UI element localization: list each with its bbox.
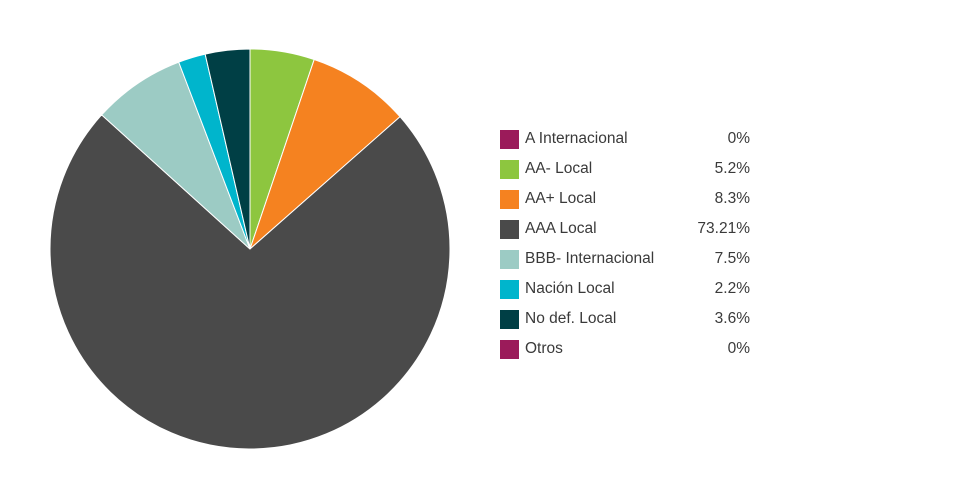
legend-swatch xyxy=(500,220,519,239)
legend-swatch xyxy=(500,310,519,329)
legend-value: 8.3% xyxy=(714,190,750,207)
legend-item-bbb-minus-internacional: BBB- Internacional 7.5% xyxy=(500,249,752,279)
pie-slice-no-def-local xyxy=(204,48,251,250)
legend-item-a-internacional: A Internacional 0% xyxy=(500,129,752,159)
legend-value: 7.5% xyxy=(714,250,750,267)
legend-item-aaa-local: AAA Local 73.21% xyxy=(500,219,752,249)
legend-item-nacion-local: Nación Local 2.2% xyxy=(500,279,752,309)
legend-swatch xyxy=(500,160,519,179)
legend-label: No def. Local xyxy=(525,310,617,327)
legend-item-aa-plus-local: AA+ Local 8.3% xyxy=(500,189,752,219)
legend-item-no-def-local: No def. Local 3.6% xyxy=(500,309,752,339)
pie-slice-aaa-local xyxy=(49,114,451,450)
legend-swatch xyxy=(500,340,519,359)
legend-swatch xyxy=(500,280,519,299)
legend-value: 5.2% xyxy=(714,160,750,177)
legend-swatch xyxy=(500,190,519,209)
legend-item-aa-minus-local: AA- Local 5.2% xyxy=(500,159,752,189)
chart-legend: A Internacional 0% AA- Local 5.2% AA+ Lo… xyxy=(500,129,752,369)
legend-value: 73.21% xyxy=(697,220,750,237)
legend-label: AAA Local xyxy=(525,220,597,237)
legend-value: 0% xyxy=(727,130,750,147)
legend-swatch xyxy=(500,130,519,149)
legend-label: Otros xyxy=(525,340,563,357)
legend-label: Nación Local xyxy=(525,280,615,297)
legend-value: 0% xyxy=(727,340,750,357)
legend-label: AA- Local xyxy=(525,160,593,177)
legend-label: AA+ Local xyxy=(525,190,597,207)
legend-label: A Internacional xyxy=(525,130,628,147)
legend-value: 2.2% xyxy=(714,280,750,297)
legend-value: 3.6% xyxy=(714,310,750,327)
pie-slice-aa-local xyxy=(249,59,401,250)
legend-label: BBB- Internacional xyxy=(525,250,655,267)
legend-swatch xyxy=(500,250,519,269)
legend-item-otros: Otros 0% xyxy=(500,339,752,369)
